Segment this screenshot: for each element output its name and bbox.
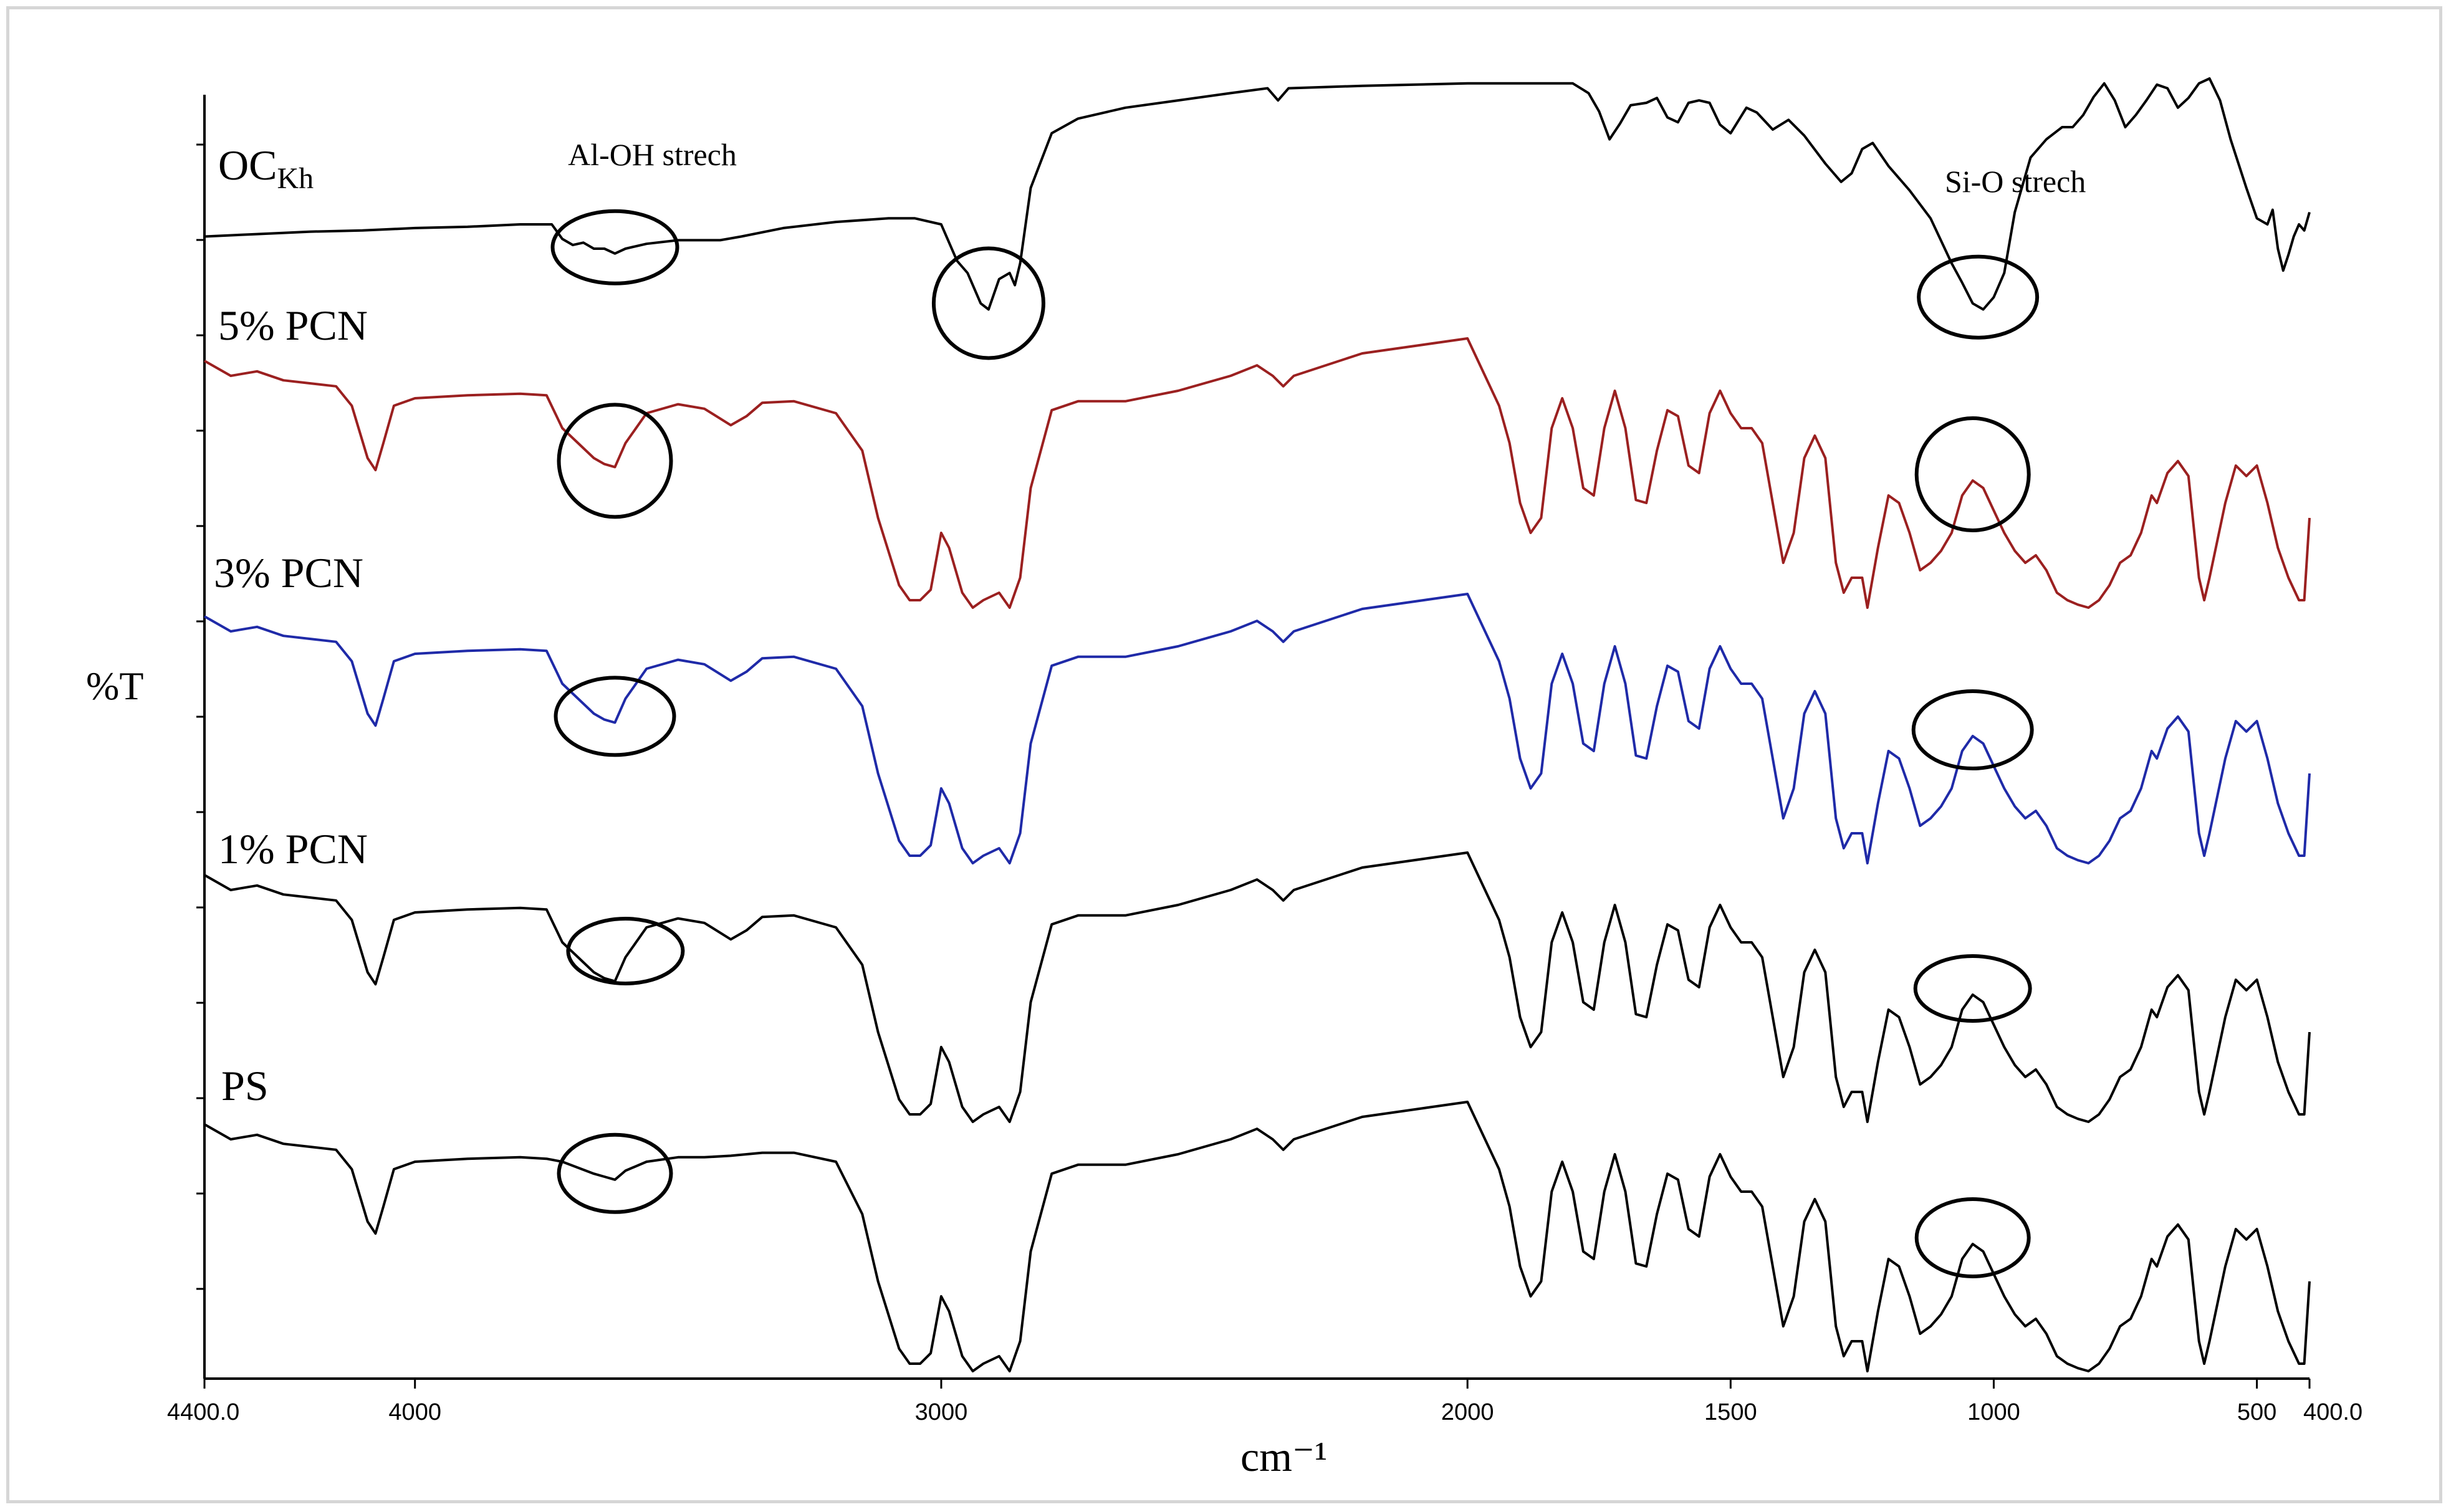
band-circle-2-0 [554, 676, 676, 757]
band-circle-1-1 [1914, 416, 2031, 532]
trace-2 [204, 593, 2311, 864]
annotation-0: Al-OH strech [568, 137, 737, 172]
series-label-4: PS [221, 1062, 269, 1109]
band-circle-1-0 [557, 403, 673, 519]
trace-3 [204, 851, 2311, 1123]
series-traces [204, 77, 2311, 1372]
x-tick-label-0: 4400.0 [167, 1399, 239, 1425]
trace-4 [204, 1101, 2311, 1372]
figure-frame [6, 6, 2442, 1503]
x-tick-label-6: 500 [2237, 1399, 2276, 1425]
band-circle-0-1 [931, 246, 1045, 360]
band-annotations: Al-OH strech Si-O strech [568, 137, 2086, 199]
series-label-2: 3% PCN [214, 549, 363, 596]
trace-0 [204, 77, 2311, 311]
x-tick-label-7: 400.0 [2303, 1399, 2362, 1425]
series-label-0: OCKh [218, 141, 314, 195]
x-tick-label-1: 4000 [388, 1399, 441, 1425]
band-circle-0-0 [550, 209, 679, 285]
y-axis-ticks [196, 143, 204, 1290]
x-tick-label-3: 2000 [1441, 1399, 1494, 1425]
x-tick-label-2: 3000 [915, 1399, 968, 1425]
band-circle-2-1 [1911, 689, 2034, 770]
band-circle-3-0 [566, 917, 685, 985]
series-label-1: 5% PCN [218, 302, 368, 349]
x-tick-label-5: 1000 [1967, 1399, 2020, 1425]
band-circle-3-1 [1913, 954, 2032, 1023]
series-labels: OCKh 5% PCN 3% PCN 1% PCN PS [214, 141, 368, 1109]
x-axis-label: cm⁻¹ [1240, 1433, 1327, 1480]
x-tick-label-4: 1500 [1704, 1399, 1757, 1425]
band-circles [550, 209, 2040, 1278]
band-circle-4-1 [1914, 1197, 2031, 1278]
annotation-1: Si-O strech [1945, 164, 2086, 199]
series-label-3: 1% PCN [218, 825, 368, 873]
y-axis-label: %T [86, 664, 143, 708]
x-axis-ticks: 4400.0 4000 3000 2000 1500 1000 500 400.0 [167, 1379, 2362, 1425]
band-circle-0-2 [1917, 254, 2040, 340]
band-circle-4-0 [557, 1132, 673, 1214]
trace-1 [204, 337, 2311, 609]
